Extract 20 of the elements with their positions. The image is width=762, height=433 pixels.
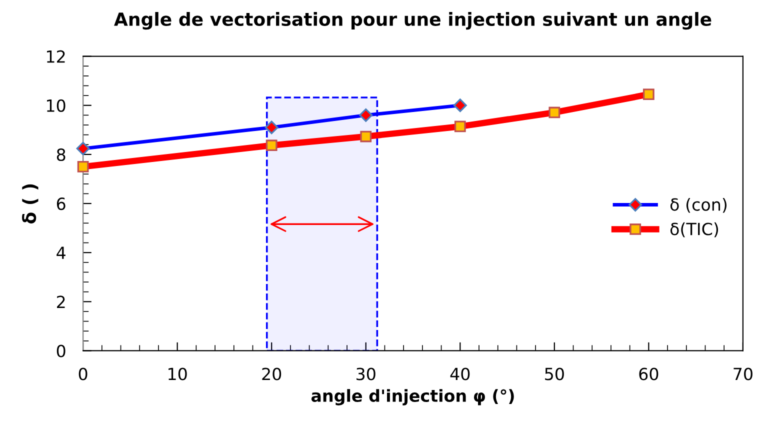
x-tick-label: 30 xyxy=(356,368,376,380)
x-tick-label: 70 xyxy=(734,368,752,380)
x-tick-label: 10 xyxy=(168,368,187,380)
y-tick-label: 4 xyxy=(56,246,66,259)
x-tick-label: 20 xyxy=(262,368,282,380)
y-tick-label: 0 xyxy=(56,344,66,358)
y-tick-label: 8 xyxy=(56,148,66,162)
x-tick-label: 0 xyxy=(78,368,88,380)
y-axis-title: δ ( ) xyxy=(22,184,38,224)
legend-label: δ (con) xyxy=(670,198,727,213)
y-tick-label: 2 xyxy=(57,296,65,308)
x-tick-label: 50 xyxy=(545,368,564,380)
y-tick-label: 10 xyxy=(47,99,66,112)
x-axis-title: angle d'injection φ (°) xyxy=(311,389,514,406)
y-tick-label: 12 xyxy=(47,50,65,63)
x-tick-label: 60 xyxy=(639,368,658,380)
x-tick-label: 40 xyxy=(450,368,470,380)
legend-label: δ(TIC) xyxy=(670,222,718,238)
chart-title: Angle de vectorisation pour une injection suivant un angle xyxy=(114,12,712,30)
y-tick-label: 6 xyxy=(56,197,66,210)
